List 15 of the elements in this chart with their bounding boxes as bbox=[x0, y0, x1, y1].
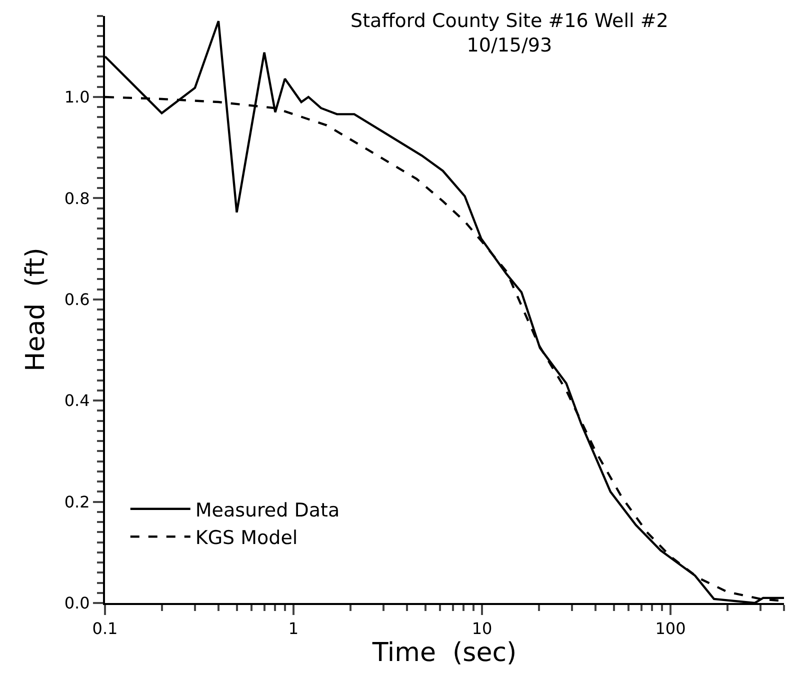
y-tick-label: 0.8 bbox=[64, 188, 90, 208]
x-tick-label: 1 bbox=[288, 619, 299, 638]
y-axis-title: Head (ft) bbox=[21, 248, 52, 372]
x-axis-title: Time (sec) bbox=[371, 638, 517, 668]
y-tick-label: 0.4 bbox=[64, 391, 90, 410]
y-tick-label: 0.0 bbox=[64, 594, 90, 613]
legend-label: Measured Data bbox=[195, 499, 340, 522]
chart-title: Stafford County Site #16 Well #2 10/15/93 bbox=[350, 10, 668, 57]
y-tick-label: 0.6 bbox=[64, 290, 90, 309]
y-tick-label: 0.2 bbox=[64, 492, 90, 512]
x-tick-label: 100 bbox=[655, 619, 686, 638]
x-tick-label: 0.1 bbox=[92, 619, 118, 638]
x-tick-label: 10 bbox=[472, 619, 492, 638]
legend-label: KGS Model bbox=[195, 527, 298, 549]
y-tick-label: 1.0 bbox=[64, 88, 90, 107]
